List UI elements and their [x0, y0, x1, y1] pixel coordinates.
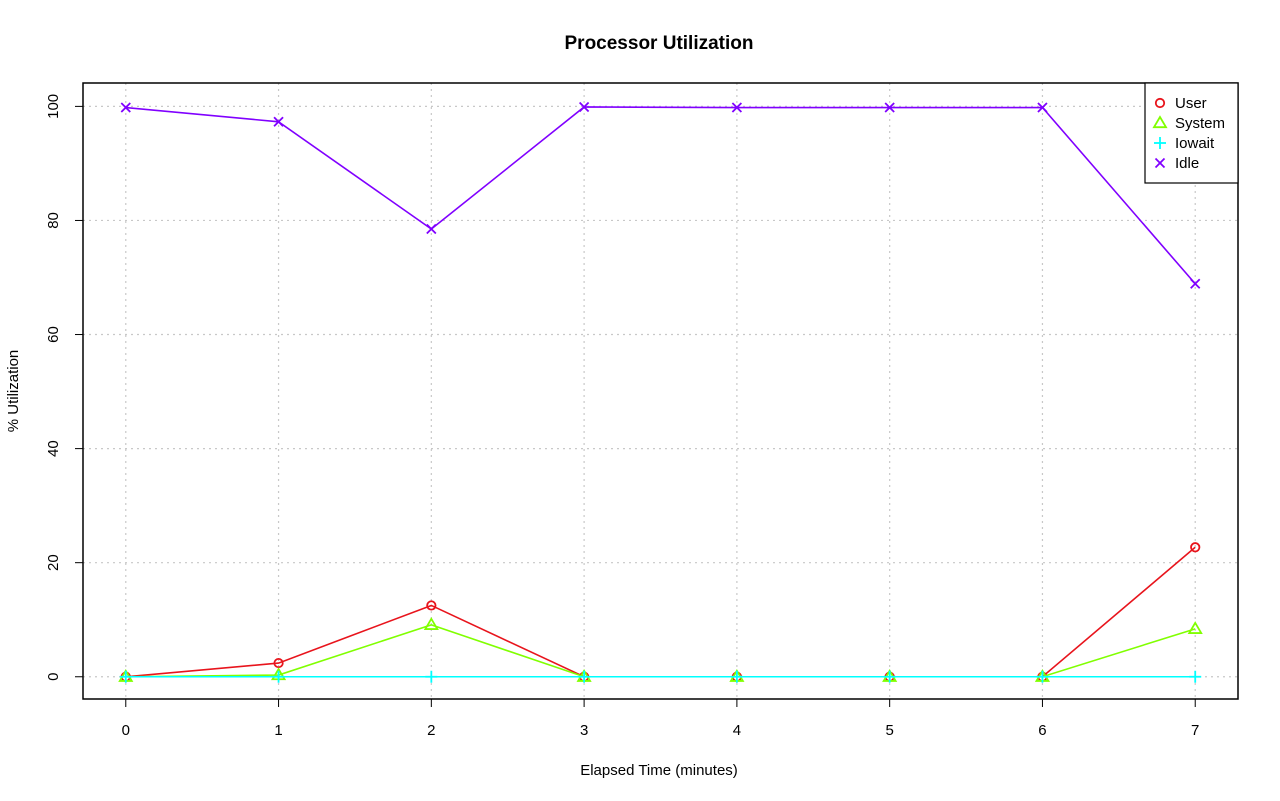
data-point-system	[1187, 621, 1203, 634]
data-point-idle	[1037, 102, 1048, 113]
legend-label-user: User	[1175, 95, 1207, 112]
data-point-user	[426, 600, 437, 611]
plot-frame	[82, 82, 1239, 700]
legend-item-iowait: Iowait	[1154, 135, 1215, 152]
series-line-user	[125, 546, 1196, 678]
legend-label-iowait: Iowait	[1175, 135, 1215, 152]
y-tick-label: 100	[45, 94, 62, 119]
series-system	[118, 617, 1203, 682]
series-line-system	[125, 624, 1196, 678]
axes: 0 1 2 3 4 5 6 7 0 20 40 60 80 100	[45, 94, 1199, 739]
x-axis-label: Elapsed Time (minutes)	[580, 762, 738, 779]
data-point-idle	[426, 223, 437, 235]
data-point-iowait	[425, 670, 438, 683]
data-point-iowait	[119, 670, 132, 683]
legend-marker-system	[1152, 115, 1168, 129]
data-point-user	[1190, 542, 1201, 553]
y-tick-label: 0	[45, 673, 62, 681]
data-point-idle	[120, 102, 131, 113]
data-point-idle	[578, 101, 590, 113]
x-tick-label: 3	[580, 722, 588, 739]
data-point-iowait	[883, 670, 896, 683]
data-point-user	[273, 657, 284, 669]
x-tick-label: 4	[733, 722, 741, 739]
data-point-idle	[1190, 278, 1201, 289]
legend-label-idle: Idle	[1175, 155, 1199, 172]
grid-lines	[83, 83, 1238, 699]
legend-label-system: System	[1175, 115, 1225, 132]
series-user	[120, 542, 1201, 682]
y-tick-label: 80	[45, 212, 62, 229]
x-tick-label: 2	[427, 722, 435, 739]
x-tick-label: 1	[274, 722, 282, 739]
data-point-system	[423, 617, 439, 630]
series-idle	[120, 101, 1201, 289]
legend-item-system: System	[1152, 115, 1225, 132]
x-tick-label: 7	[1191, 722, 1199, 739]
data-point-idle	[731, 102, 743, 113]
chart-title: Processor Utilization	[565, 33, 754, 54]
data-point-iowait	[1189, 670, 1202, 683]
series-line-idle	[125, 106, 1196, 285]
data-point-idle	[884, 102, 895, 113]
data-point-iowait	[730, 670, 743, 683]
data-point-iowait	[272, 670, 285, 683]
y-tick-label: 20	[45, 554, 62, 571]
x-tick-label: 5	[885, 722, 893, 739]
legend-item-idle: Idle	[1154, 155, 1199, 172]
data-point-iowait	[578, 670, 591, 683]
legend: User System Iowait Idle	[1144, 82, 1239, 184]
y-tick-label: 60	[45, 326, 62, 343]
series-iowait	[119, 670, 1202, 683]
legend-item-user: User	[1154, 95, 1207, 112]
legend-marker-idle	[1154, 157, 1166, 169]
x-tick-label: 6	[1038, 722, 1046, 739]
data-point-iowait	[1036, 670, 1049, 683]
legend-marker-user	[1154, 97, 1166, 109]
y-axis-label: % Utilization	[5, 350, 22, 433]
data-series	[118, 101, 1203, 683]
y-tick-label: 40	[45, 440, 62, 457]
legend-marker-iowait	[1154, 137, 1166, 149]
data-point-idle	[273, 116, 284, 127]
x-tick-label: 0	[122, 722, 130, 739]
